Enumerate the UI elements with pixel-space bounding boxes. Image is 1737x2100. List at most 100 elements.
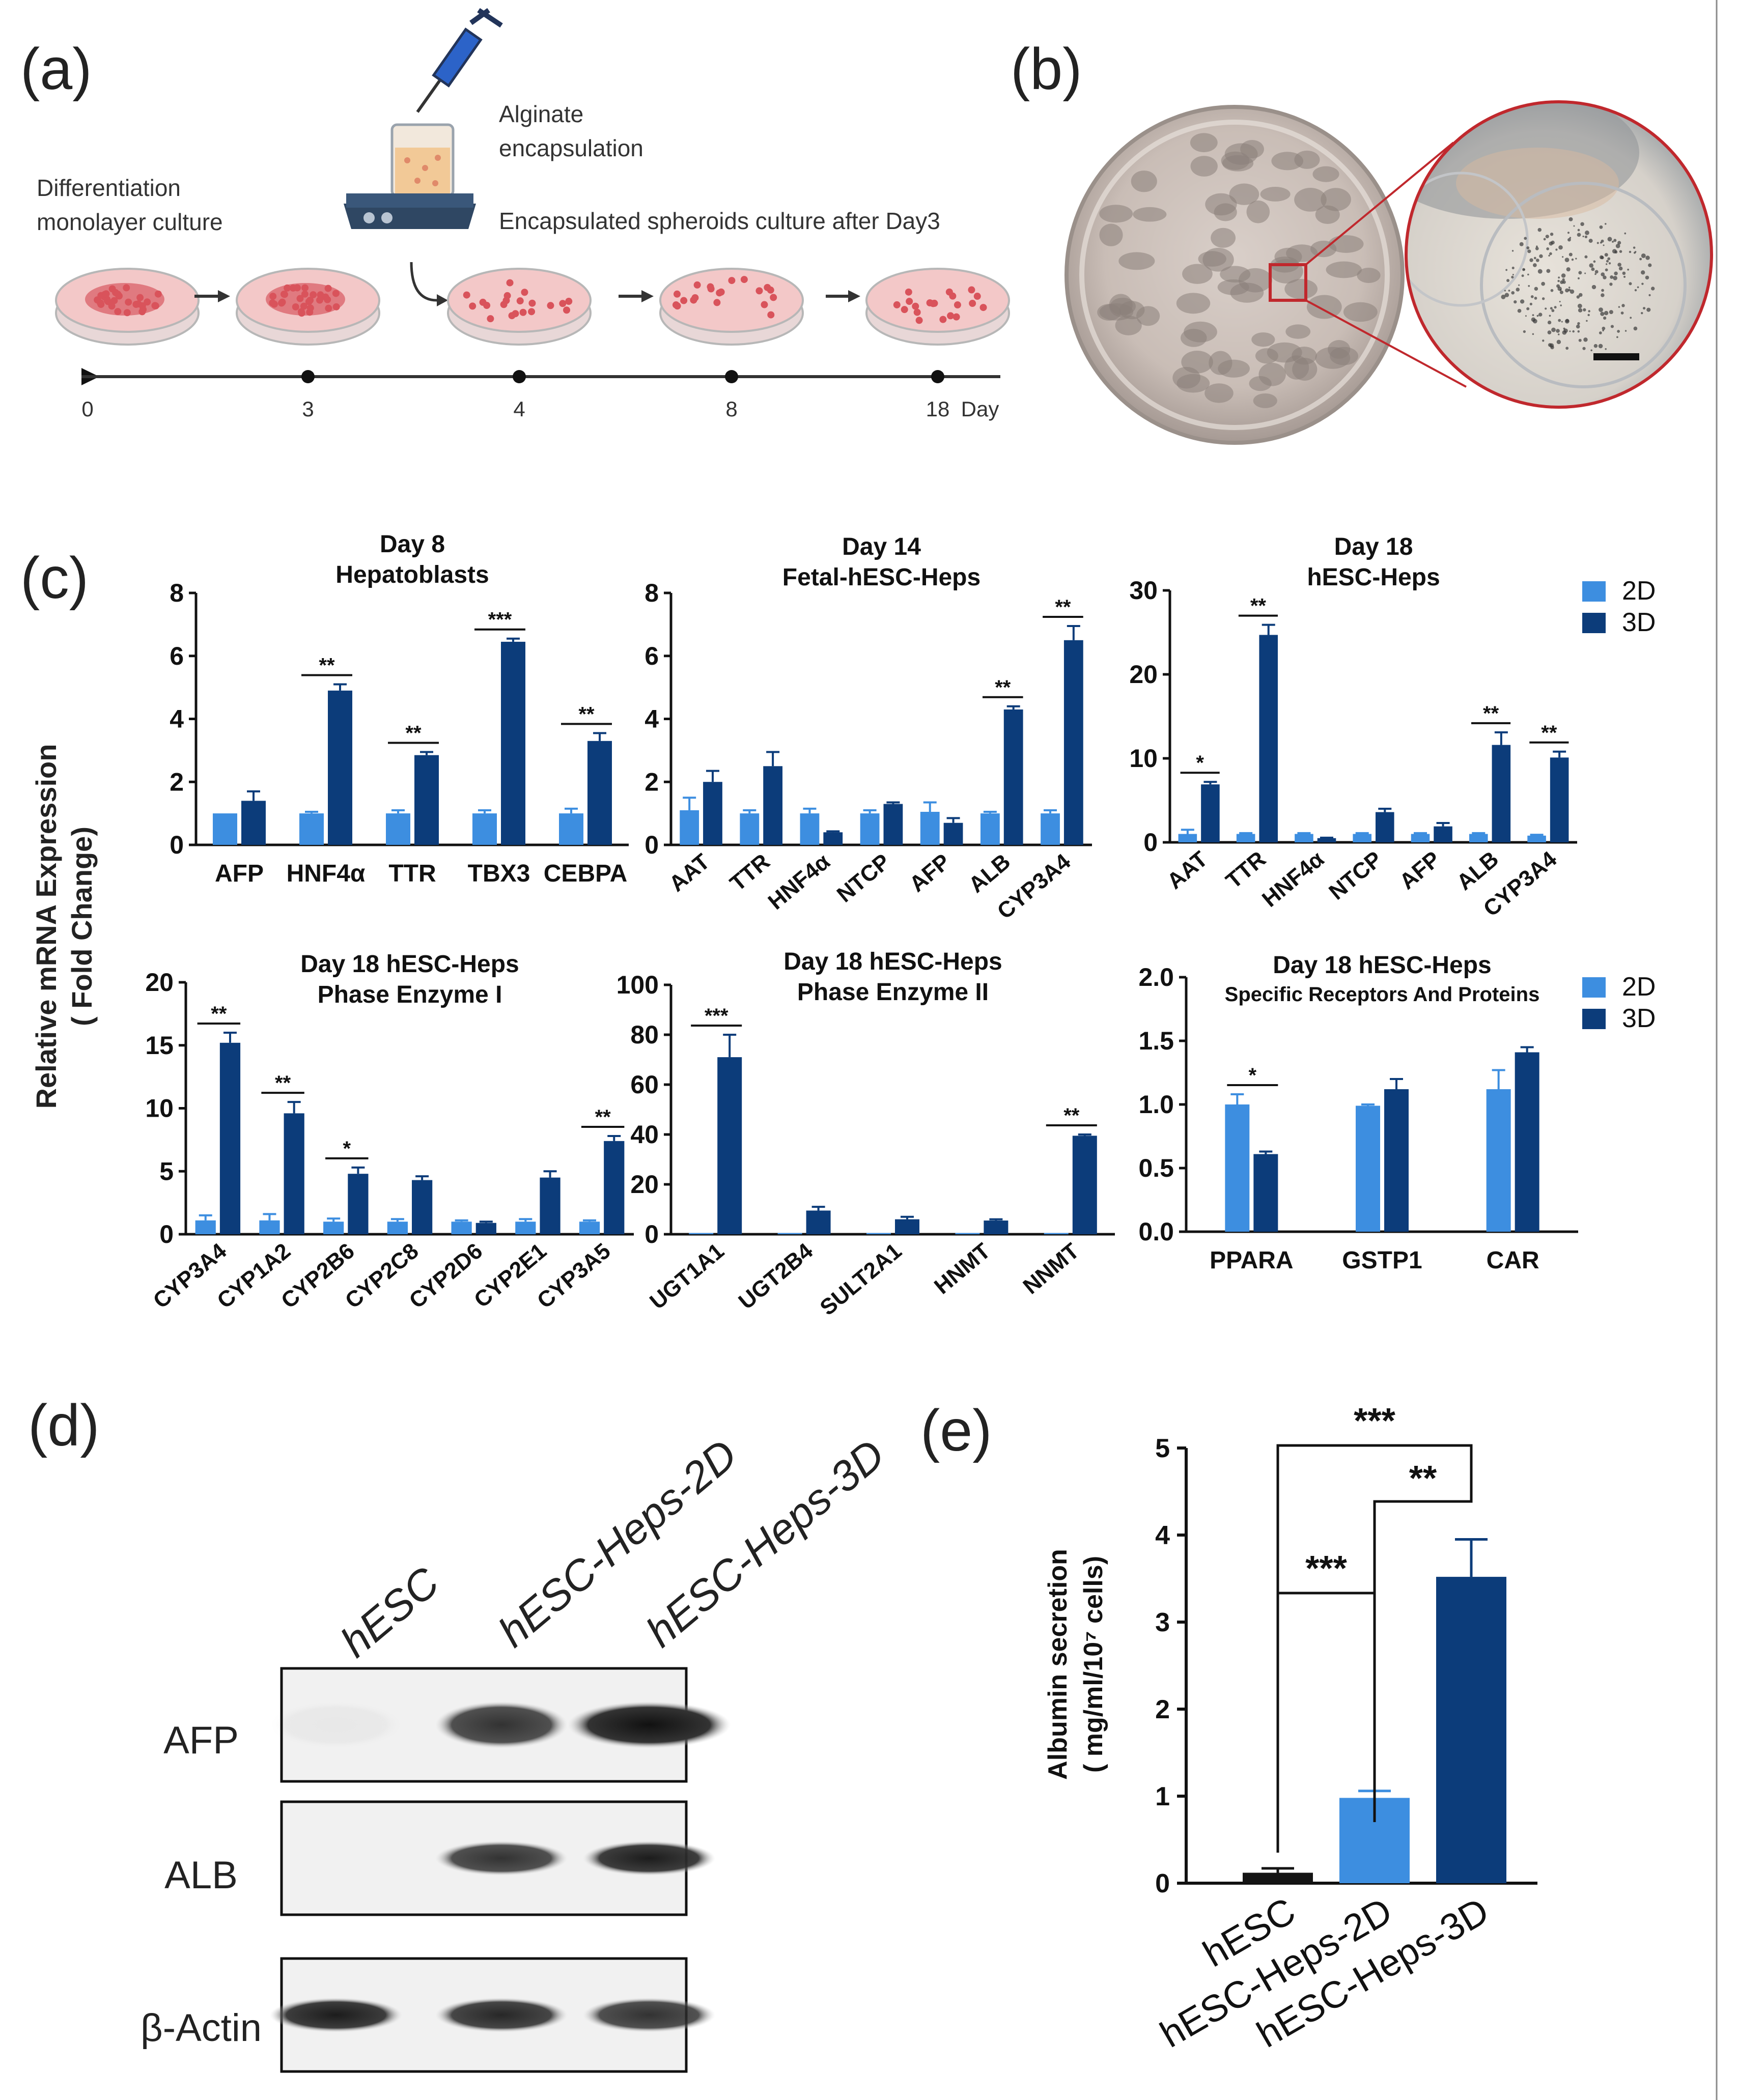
spheroid-dot <box>767 311 775 319</box>
cell-speck <box>1508 290 1510 292</box>
cell-speck <box>1585 230 1589 235</box>
y-axis-label: Albumin secretion <box>1043 1549 1073 1780</box>
cell-speck <box>1506 279 1510 282</box>
timeline-dot <box>301 370 315 383</box>
cell-speck <box>1551 327 1556 332</box>
cell-speck <box>1617 330 1620 333</box>
cell-speck <box>1605 348 1607 350</box>
cell-speck <box>1601 256 1604 260</box>
bar-3d-UGT1A1 <box>717 1057 742 1234</box>
cell-speck <box>1641 253 1646 258</box>
spheroid-dot <box>901 306 908 314</box>
y-tick-label: 2.0 <box>1138 963 1174 991</box>
cell-speck <box>1577 233 1581 237</box>
cell-speck <box>1526 246 1530 249</box>
cell-speck <box>1545 307 1547 310</box>
panel-b-letter: (b) <box>1011 37 1082 102</box>
scale-bar <box>1593 353 1639 360</box>
cell-speck <box>1549 315 1551 317</box>
spheroid-dot <box>764 283 771 291</box>
cell-speck <box>1565 347 1569 350</box>
plate-spheroid <box>1099 223 1123 246</box>
cell-dot <box>136 294 144 301</box>
cell-speck <box>1559 301 1561 303</box>
timeline: 0 3 4 8 18 Day <box>81 368 1000 421</box>
plate-spheroid <box>1218 359 1250 378</box>
plate-spheroid <box>1204 383 1234 403</box>
spheroid-dot <box>506 279 514 287</box>
spheroid-dot <box>713 299 721 306</box>
plate-spheroid <box>1172 366 1201 389</box>
cell-dot <box>310 291 317 299</box>
panel-b-photo: (b) <box>1011 37 1713 445</box>
bar-2d-AFP <box>213 813 237 845</box>
culture-dish-day-0 <box>55 268 200 346</box>
comparison-label: *** <box>1305 1548 1347 1588</box>
cell-speck <box>1614 250 1618 254</box>
comparison-label: ** <box>1409 1458 1437 1498</box>
timeline-tick-0: 0 <box>81 397 93 421</box>
spheroid-dot <box>469 302 477 310</box>
y-tick-label: 1.0 <box>1138 1090 1174 1119</box>
comparison-label: *** <box>1354 1401 1395 1440</box>
bar-3d-AAT <box>703 782 722 845</box>
cell-dot <box>123 309 131 317</box>
cell-speck <box>1575 258 1577 260</box>
cell-speck <box>1603 316 1607 320</box>
category-label: GSTP1 <box>1342 1247 1422 1274</box>
timeline-unit: Day <box>961 397 999 421</box>
bar-2d-UGT1A1 <box>689 1233 714 1234</box>
significance-label: * <box>1196 752 1204 774</box>
y-tick-label: 10 <box>1129 744 1158 773</box>
cell-speck <box>1534 297 1537 300</box>
cell-speck <box>1561 273 1566 278</box>
y-tick-label: 0 <box>1155 1869 1170 1898</box>
bar-2d-UGT2B4 <box>777 1233 802 1234</box>
bar-3d-HNF4α <box>823 832 843 845</box>
category-label: TTR <box>725 849 775 896</box>
cell-speck <box>1637 286 1639 289</box>
spheroid-dot <box>500 301 508 308</box>
plate-spheroid <box>1246 200 1270 223</box>
bar-3d-CYP2D6 <box>475 1223 496 1234</box>
bar-3d-HNF4α <box>328 690 352 845</box>
cell-speck <box>1524 237 1527 240</box>
blot-band-lane-3 <box>568 1701 731 1748</box>
bar-2d-CYP2B6 <box>323 1222 344 1234</box>
plate-spheroid <box>1249 376 1272 391</box>
cell-speck <box>1562 280 1566 284</box>
cell-speck <box>1588 310 1590 313</box>
y-tick-label: 0 <box>645 1220 659 1248</box>
spheroid-dot <box>969 300 976 307</box>
chart-subtitle: Specific Receptors And Proteins <box>1225 983 1540 1006</box>
cell-speck <box>1591 285 1596 290</box>
bar-2d-CYP1A2 <box>259 1220 280 1234</box>
zoom-region-box <box>1269 263 1307 302</box>
cell-speck <box>1608 262 1611 265</box>
plate-spheroid <box>1357 267 1381 283</box>
category-label: NTCP <box>832 849 895 907</box>
cell-speck <box>1565 319 1570 323</box>
bar-3d-AFP <box>241 801 266 845</box>
cell-speck <box>1527 273 1529 276</box>
bar-3d-AFP <box>943 822 963 845</box>
spheroid-dot <box>563 306 571 314</box>
cell-speck <box>1629 250 1632 253</box>
bar-3d-CYP3A4 <box>1063 640 1083 845</box>
bar-3d-HNF4α <box>1317 838 1336 842</box>
culture-dishes <box>55 268 1010 346</box>
bar-2d-NTCP <box>860 813 880 845</box>
category-label: ALB <box>964 849 1015 898</box>
plate-spheroid <box>1271 152 1304 171</box>
cell-dot <box>144 298 151 306</box>
y-axis-label-unit: ( mg/ml/10⁷ cells) <box>1079 1556 1108 1773</box>
cell-speck <box>1519 242 1524 246</box>
y-tick-label: 8 <box>170 579 184 607</box>
plate-spheroid <box>1131 171 1157 192</box>
cell-speck <box>1584 255 1588 259</box>
cell-speck <box>1511 250 1514 252</box>
cell-speck <box>1557 333 1560 335</box>
cell-speck <box>1601 272 1605 276</box>
syringe-icon <box>416 8 503 113</box>
